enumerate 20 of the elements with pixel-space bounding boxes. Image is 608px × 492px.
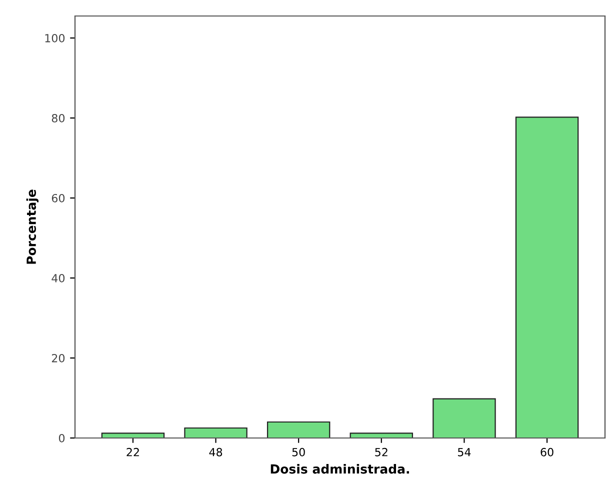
y-tick-label: 100 [45,34,65,42]
bar [432,398,496,438]
y-tick-label: 60 [52,194,65,202]
y-tick-label: 80 [52,114,65,122]
x-axis-title: Dosis administrada. [270,464,409,474]
y-tick-label: 20 [52,354,65,362]
y-tick-label: 40 [52,274,65,282]
x-tick-label: 48 [209,448,222,456]
bar [515,116,579,438]
x-tick-label: 22 [126,448,139,456]
y-tick-label: 0 [58,434,65,442]
x-tick-label: 52 [375,448,388,456]
x-tick-label: 60 [540,448,554,456]
bar [184,427,248,438]
bar [101,432,165,438]
x-tick-label: 50 [292,448,305,456]
y-axis-title: Porcentaje [26,190,39,264]
bar [266,421,330,438]
x-tick-label: 54 [458,448,471,456]
bar [350,432,414,438]
